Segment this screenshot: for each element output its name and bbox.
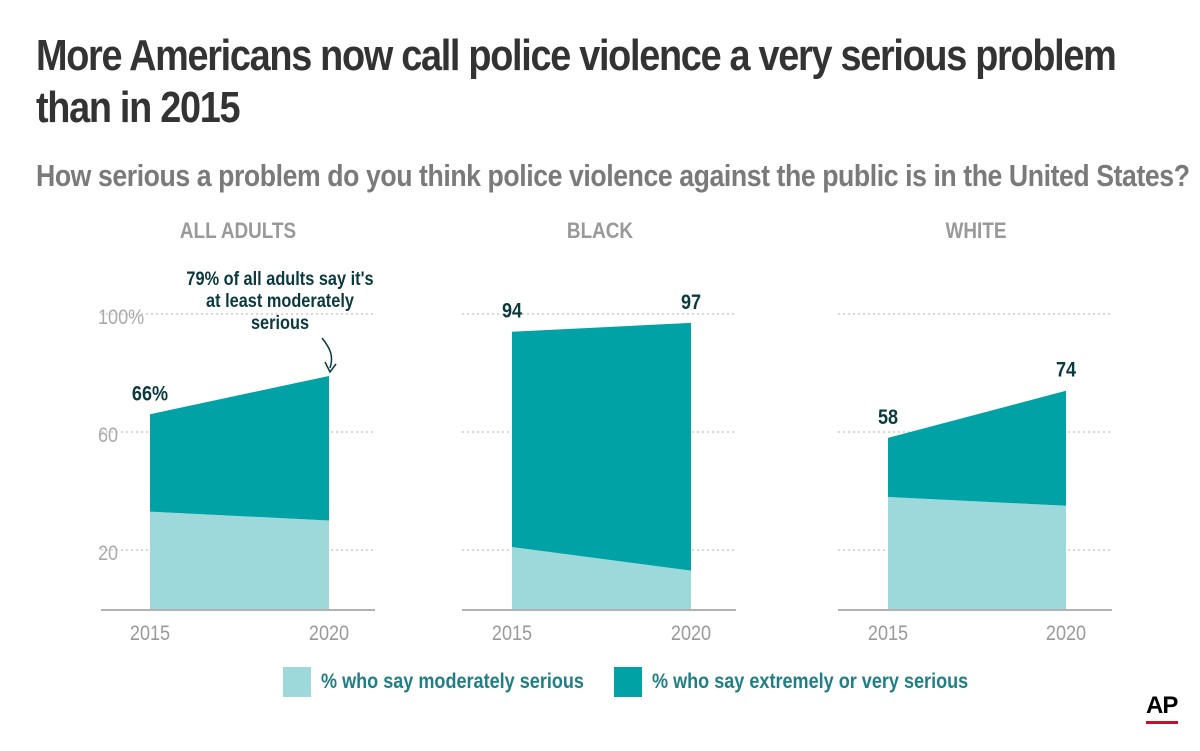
y-tick-label: 20 <box>98 542 118 566</box>
chart-subtitle: How serious a problem do you think polic… <box>36 158 1190 193</box>
ap-logo-underline <box>1146 721 1178 724</box>
legend-extreme: % who say extremely or very serious <box>614 667 1020 697</box>
panel-title: WHITE <box>946 219 1007 244</box>
panel-title: BLACK <box>567 219 633 244</box>
area-moderate <box>888 496 1066 609</box>
y-tick-label: 60 <box>98 424 118 448</box>
area-extreme <box>888 390 1066 506</box>
annotation-arrow <box>321 337 333 369</box>
x-tick-label: 2020 <box>309 622 349 646</box>
data-label: 66% <box>132 382 168 406</box>
annotation-arrowhead <box>324 361 337 374</box>
x-tick-label: 2015 <box>868 622 908 646</box>
annotation-line: at least moderately <box>206 290 354 311</box>
data-label: 94 <box>502 299 522 323</box>
panel-title: ALL ADULTS <box>180 219 296 244</box>
title-line-2: than in 2015 <box>36 83 241 132</box>
y-tick-label: 100% <box>98 306 144 330</box>
area-extreme <box>512 322 691 571</box>
area-moderate <box>150 511 329 609</box>
legend-moderate-swatch <box>283 667 311 697</box>
title-line-1: More Americans now call police violence … <box>36 31 1117 80</box>
area-moderate <box>512 547 691 609</box>
data-label: 97 <box>681 291 701 315</box>
data-label: 58 <box>878 406 898 430</box>
legend-moderate: % who say moderately serious <box>283 667 627 697</box>
x-tick-label: 2020 <box>671 622 711 646</box>
data-label: 74 <box>1056 358 1076 382</box>
legend-extreme-swatch <box>614 667 642 697</box>
ap-logo: AP <box>1146 692 1178 719</box>
annotation-line: 79% of all adults say it's <box>186 268 373 289</box>
legend-extreme-label: % who say extremely or very serious <box>652 670 969 693</box>
legend-moderate-label: % who say moderately serious <box>321 670 584 693</box>
x-tick-label: 2015 <box>130 622 170 646</box>
x-tick-label: 2020 <box>1046 622 1086 646</box>
x-tick-label: 2015 <box>492 622 532 646</box>
chart-title: More Americans now call police violence … <box>36 30 1117 134</box>
area-extreme <box>150 375 329 521</box>
annotation-line: serious <box>251 312 309 333</box>
